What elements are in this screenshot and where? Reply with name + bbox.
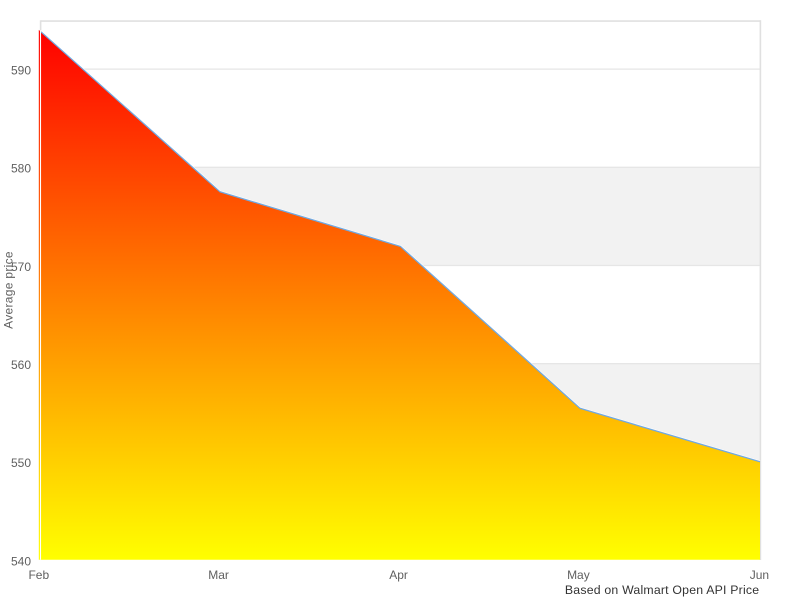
svg-text:580: 580 — [11, 162, 31, 176]
svg-text:May: May — [567, 568, 590, 582]
svg-text:550: 550 — [11, 456, 31, 470]
svg-text:Apr: Apr — [389, 568, 408, 582]
svg-text:Based on Walmart Open API Pric: Based on Walmart Open API Price — [565, 583, 759, 597]
svg-text:Average price: Average price — [2, 251, 16, 329]
svg-text:590: 590 — [11, 63, 31, 77]
svg-text:570: 570 — [11, 260, 31, 274]
svg-text:Feb: Feb — [28, 568, 49, 582]
svg-text:Mar: Mar — [208, 568, 229, 582]
svg-text:560: 560 — [11, 358, 31, 372]
svg-text:Jun: Jun — [750, 568, 769, 582]
svg-text:540: 540 — [11, 554, 31, 568]
